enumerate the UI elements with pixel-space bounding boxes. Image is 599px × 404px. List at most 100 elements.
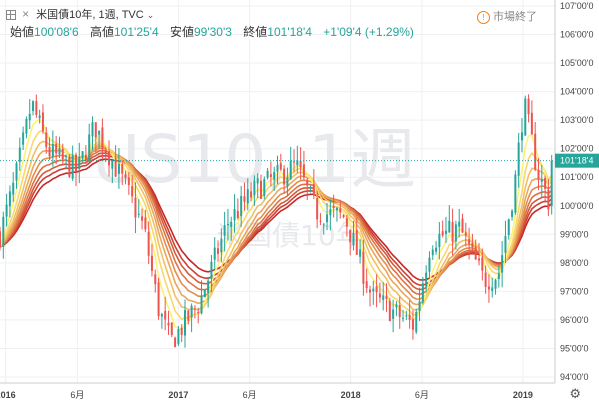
candle — [230, 216, 233, 241]
candle — [435, 240, 438, 255]
candle-body — [25, 118, 28, 134]
candle — [184, 299, 186, 348]
price-tick-label: 103'00'0 — [560, 115, 593, 125]
candle — [104, 147, 107, 163]
candle — [164, 296, 167, 331]
last-price-tag — [555, 153, 599, 168]
time-axis: 2016 6月 2017 6月 2018 6月 2019 — [0, 390, 533, 400]
candle-body — [504, 236, 507, 253]
candle-body — [197, 312, 200, 314]
candle — [319, 213, 322, 226]
candle-body — [332, 205, 335, 208]
candle — [223, 211, 226, 252]
candle — [88, 123, 91, 165]
candle — [431, 245, 434, 260]
candle-body — [5, 204, 8, 217]
candle — [45, 126, 48, 154]
low-label: 安値 — [169, 25, 194, 39]
candle — [352, 220, 355, 251]
close-icon[interactable]: × — [22, 7, 30, 21]
candle — [514, 170, 517, 215]
candle-body — [256, 178, 259, 184]
market-status[interactable]: ! 市場終了 — [477, 8, 537, 24]
symbol-title[interactable]: 米国債10年, 1週, TVC — [36, 9, 144, 21]
candle-body — [355, 230, 358, 255]
candle — [55, 136, 58, 165]
candle — [299, 147, 302, 180]
candle — [25, 116, 28, 139]
change-value: +1'09'4 (+1.29%) — [323, 25, 414, 39]
candle — [359, 239, 362, 264]
candle — [540, 164, 543, 198]
candle-body — [451, 222, 454, 242]
candle — [530, 100, 533, 135]
candle-body — [517, 142, 520, 176]
candle — [81, 151, 84, 163]
candle-body — [84, 154, 87, 161]
candle-body — [38, 115, 41, 119]
candle — [395, 301, 398, 317]
candle-body — [35, 101, 38, 115]
candle-body — [408, 314, 411, 320]
candle-body — [378, 293, 381, 298]
candle — [468, 227, 471, 260]
candle-body — [491, 287, 494, 291]
candle-body — [210, 261, 213, 279]
candle-body — [134, 197, 137, 218]
candle — [375, 274, 378, 308]
candle — [372, 280, 375, 305]
candle — [177, 326, 180, 347]
candle-body — [207, 280, 210, 294]
candle — [312, 169, 315, 200]
candle-body — [520, 132, 523, 141]
candle — [213, 237, 216, 269]
candle-body — [15, 163, 18, 181]
candle-body — [286, 177, 289, 187]
candle-body — [236, 210, 239, 219]
candle — [117, 148, 120, 189]
candle — [2, 211, 5, 259]
chevron-down-icon[interactable]: ⌄ — [146, 10, 155, 20]
candle — [524, 95, 527, 136]
candle-body — [458, 221, 461, 227]
candle-body — [468, 238, 471, 245]
candle-body — [369, 289, 371, 293]
candle-body — [88, 134, 91, 161]
candle — [137, 199, 140, 218]
candle-body — [398, 305, 401, 318]
candle-body — [306, 179, 309, 186]
candle — [369, 285, 371, 307]
candle-body — [454, 224, 457, 242]
candle — [438, 222, 441, 260]
candle-body — [349, 229, 352, 243]
candle-body — [309, 186, 312, 189]
candle-body — [471, 242, 474, 247]
candle-body — [137, 213, 140, 215]
gear-icon[interactable]: ⚙ — [569, 386, 581, 401]
candle-body — [117, 163, 120, 174]
candle — [15, 161, 18, 189]
candle-body — [273, 171, 276, 180]
candle-body — [154, 274, 157, 285]
candle — [193, 305, 196, 319]
candle-body — [388, 300, 391, 322]
candle-body — [276, 164, 279, 172]
expand-icon[interactable] — [6, 10, 16, 21]
candle-body — [421, 283, 424, 303]
price-tick-label: 96'00'0 — [560, 315, 588, 325]
candle — [471, 233, 474, 251]
candle — [12, 172, 15, 202]
candle-body — [395, 304, 398, 308]
candle-body — [101, 127, 104, 149]
candle — [316, 190, 319, 229]
candle — [527, 94, 530, 123]
candle-body — [28, 113, 31, 121]
candle-body — [94, 122, 97, 138]
high-value: 101'25'4 — [114, 25, 159, 39]
candle-body — [382, 295, 385, 301]
candle-body — [45, 132, 48, 148]
candle-body — [111, 160, 114, 169]
candle — [550, 154, 553, 215]
candle-body — [524, 98, 527, 136]
